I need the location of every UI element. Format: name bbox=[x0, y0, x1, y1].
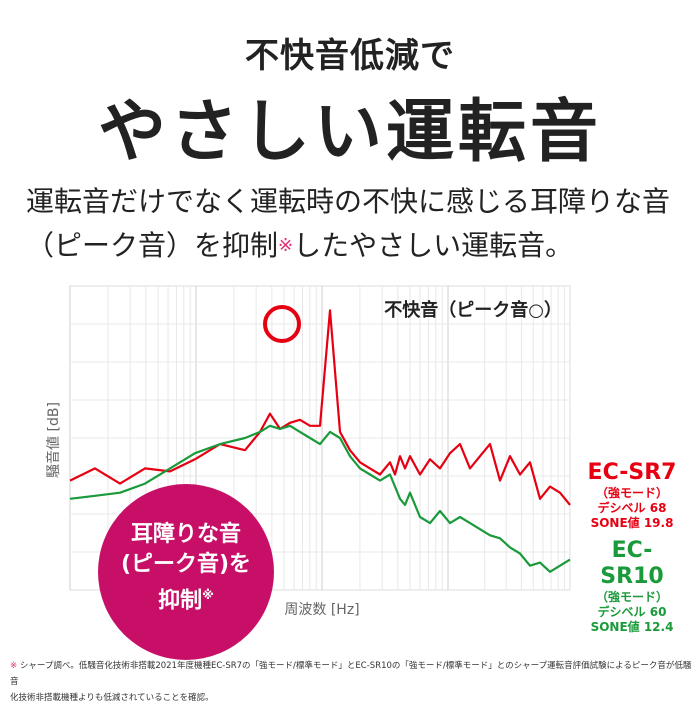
badge-line-3-text: 抑制 bbox=[158, 588, 203, 614]
peak-suppression-badge: 耳障りな音 (ピーク音)を 抑制※ bbox=[98, 484, 274, 660]
description-line-2: （ピーク音）を抑制※したやさしい運転音。 bbox=[26, 224, 670, 268]
legend-ec-sr10: EC-SR10 （強モード） デシベル 60 SONE値 12.4 bbox=[582, 538, 682, 635]
badge-line-2: (ピーク音)を bbox=[120, 552, 252, 577]
page-title: やさしい運転音 bbox=[97, 93, 602, 172]
legend-sr10-decibel: デシベル 60 bbox=[597, 605, 667, 619]
legend-sr10-sone: SONE値 12.4 bbox=[590, 620, 674, 634]
legend-sr7-model: EC-SR7 bbox=[587, 460, 677, 485]
y-axis-label: 騒音値 [dB] bbox=[45, 402, 62, 478]
peak-marker-circle bbox=[263, 305, 301, 343]
description: 運転音だけでなく運転時の不快に感じる耳障りな音 （ピーク音）を抑制※したやさしい… bbox=[26, 180, 670, 268]
footnote-mark: ※ bbox=[278, 235, 294, 256]
badge-line-1: 耳障りな音 bbox=[130, 522, 241, 547]
series-group bbox=[69, 309, 571, 573]
description-text-b: したやさしい運転音。 bbox=[293, 229, 574, 262]
footnote-line-1: ※ シャープ調べ。低騒音化技術非搭載2021年度機種EC-SR7の「強モード/標… bbox=[10, 658, 694, 690]
badge-footnote-mark: ※ bbox=[202, 588, 214, 602]
footnote-line-1-text: シャープ調べ。低騒音化技術非搭載2021年度機種EC-SR7の「強モード/標準モ… bbox=[10, 661, 692, 687]
description-text-a: （ピーク音）を抑制 bbox=[26, 229, 279, 262]
description-line-1: 運転音だけでなく運転時の不快に感じる耳障りな音 bbox=[26, 185, 671, 218]
legend-sr7-decibel: デシベル 68 bbox=[597, 501, 667, 515]
footnote-line-2: 化技術非搭載機種よりも低減されていることを確認。 bbox=[10, 693, 214, 703]
footnote-line-mark: ※ bbox=[10, 661, 18, 671]
legend-sr10-mode: （強モード） bbox=[595, 590, 668, 604]
series-line-ec-sr10 bbox=[69, 424, 571, 573]
footnote: ※ シャープ調べ。低騒音化技術非搭載2021年度機種EC-SR7の「強モード/標… bbox=[10, 658, 694, 706]
legend-sr10-model: EC-SR10 bbox=[600, 538, 664, 589]
legend-sr7-sone: SONE値 19.8 bbox=[590, 516, 674, 530]
legend-sr7-mode: （強モード） bbox=[595, 486, 668, 500]
series-line-ec-sr7 bbox=[69, 309, 571, 506]
peak-annotation-label: 不快音（ピーク音○） bbox=[384, 299, 562, 321]
page-subtitle: 不快音低減で bbox=[245, 36, 455, 76]
badge-line-3: 抑制※ bbox=[98, 580, 274, 616]
x-axis-label: 周波数 [Hz] bbox=[284, 602, 359, 618]
legend-ec-sr7: EC-SR7 （強モード） デシベル 68 SONE値 19.8 bbox=[582, 460, 682, 531]
